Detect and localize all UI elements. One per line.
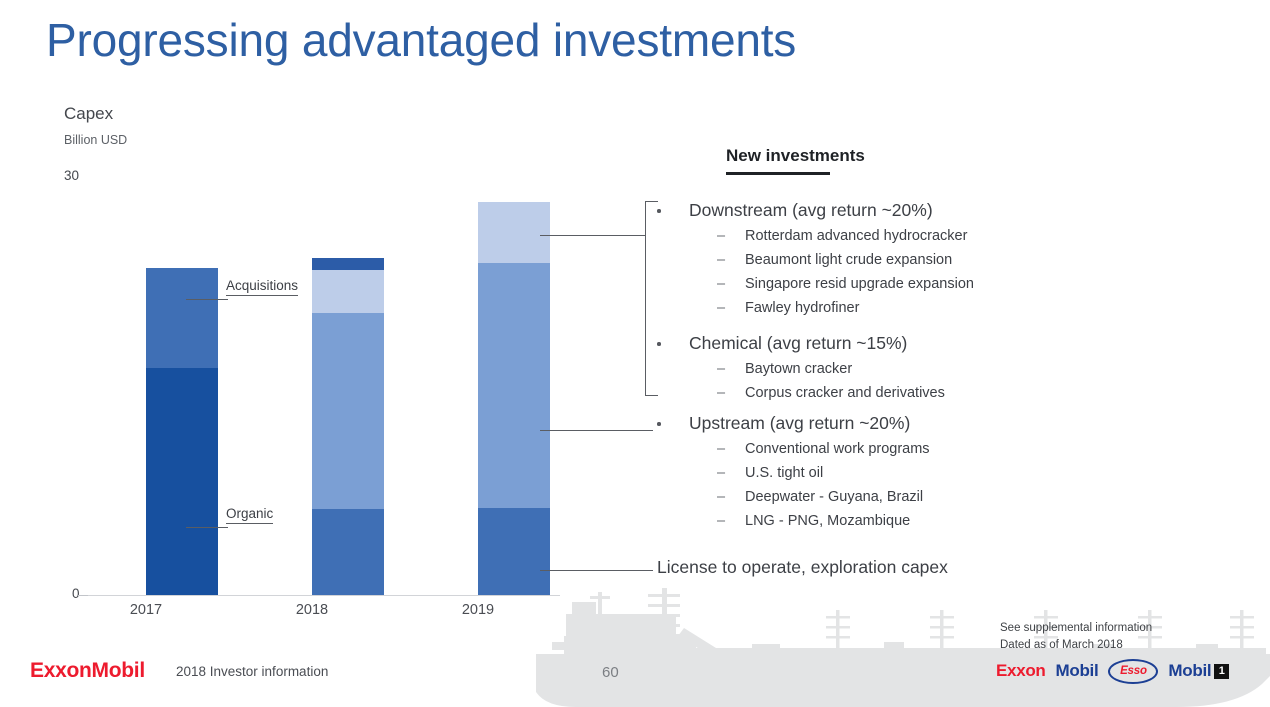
label-organic-text: Organic [226, 506, 274, 521]
page-number: 60 [602, 664, 619, 681]
callout-item-text: Baytown cracker [745, 361, 853, 377]
dash-icon: – [717, 441, 726, 457]
leader-line-organic [186, 527, 228, 528]
callout-item-text: Fawley hydrofiner [745, 300, 860, 316]
chart-metric-label: Capex [64, 104, 114, 123]
callout-group-downstream-title: Downstream (avg return ~20%) [689, 200, 933, 220]
label-organic: Organic [226, 506, 274, 524]
exxonmobil-logo: ExxonMobil [30, 659, 145, 683]
bar-2017-segment-organic [146, 368, 218, 595]
bar-2018-segment-license [312, 509, 384, 595]
mobil1-digit-box: 1 [1214, 663, 1230, 679]
mobil1-brand-logo: Mobil 1 [1168, 661, 1230, 681]
lng-tanker-watermark [536, 588, 1270, 707]
dash-icon: – [717, 252, 726, 268]
dash-icon: – [717, 385, 726, 401]
label-acquisitions: Acquisitions [226, 278, 299, 296]
bar-2017-segment-acquisitions [146, 268, 218, 368]
dash-icon: – [717, 300, 726, 316]
bar-2019-segment-upstream [478, 263, 550, 508]
logo-interlocking-x: x [55, 659, 67, 682]
dash-icon: – [717, 276, 726, 292]
bar-2019-segment-license [478, 508, 550, 595]
label-acquisitions-text: Acquisitions [226, 278, 299, 293]
mobil-brand-logo: Mobil [1055, 661, 1099, 680]
connector-upstream-to-bar [540, 430, 653, 431]
label-acquisitions-underline [226, 295, 299, 296]
callout-group-upstream-title: Upstream (avg return ~20%) [689, 413, 911, 433]
brand-logo-row: Exxon Mobil Esso Mobil 1 [996, 658, 1230, 684]
bar-chart-plot [78, 190, 568, 596]
callout-heading: New investments [726, 146, 865, 165]
callout-group-chemical-title: Chemical (avg return ~15%) [689, 333, 908, 353]
mobil1-digit-text: 1 [1218, 664, 1225, 677]
page-title: Progressing advantaged investments [46, 14, 797, 66]
connector-license-to-bar [540, 570, 653, 571]
callout-item-text: LNG - PNG, Mozambique [745, 513, 911, 529]
connector-downstream-to-bar [540, 235, 646, 236]
label-organic-underline [226, 523, 274, 524]
callout-item-text: Singapore resid upgrade expansion [745, 276, 974, 292]
dash-icon: – [717, 465, 726, 481]
esso-brand-logo: Esso [1108, 658, 1159, 684]
leader-line-acquisitions [186, 299, 228, 300]
bar-2018-segment-chemical [312, 270, 384, 313]
supplemental-info-line2: Dated as of March 2018 [1000, 639, 1123, 651]
chart-units-label: Billion USD [64, 133, 128, 147]
x-axis-label-2017: 2017 [129, 602, 163, 618]
callout-item-text: Conventional work programs [745, 441, 930, 457]
bullet-icon-upstream [657, 422, 661, 426]
x-axis-label-2018: 2018 [295, 602, 329, 618]
logo-part-onmobil: onMobil [66, 659, 145, 682]
esso-brand-text: Esso [1120, 665, 1147, 677]
investor-information-label: 2018 Investor information [176, 664, 329, 679]
callout-item-text: U.S. tight oil [745, 465, 824, 481]
y-axis-max-tick: 30 [64, 168, 80, 183]
bar-2018 [312, 258, 384, 595]
mobil1-brand-text: Mobil [1168, 661, 1212, 680]
logo-part-ex: Ex [30, 659, 56, 682]
callout-item-text: Rotterdam advanced hydrocracker [745, 228, 968, 244]
dash-icon: – [717, 489, 726, 505]
bar-2017 [146, 268, 218, 595]
bar-2018-segment-downstream [312, 258, 384, 270]
x-axis-label-2019: 2019 [461, 602, 495, 618]
callout-license-note: License to operate, exploration capex [657, 557, 948, 577]
callout-heading-underline [726, 172, 830, 175]
callout-item-text: Corpus cracker and derivatives [745, 385, 945, 401]
callout-bracket-downstream-chemical [645, 201, 658, 396]
axis-baseline [88, 595, 560, 596]
bullet-icon-downstream [657, 209, 661, 213]
dash-icon: – [717, 513, 726, 529]
dash-icon: – [717, 228, 726, 244]
exxon-brand-logo: Exxon [996, 661, 1046, 680]
bar-2019 [478, 202, 550, 595]
callout-item-text: Beaumont light crude expansion [745, 252, 953, 268]
callout-item-text: Deepwater - Guyana, Brazil [745, 489, 924, 505]
bullet-icon-chemical [657, 342, 661, 346]
y-axis-zero-tick: 0 [72, 586, 80, 601]
bar-2018-segment-upstream [312, 313, 384, 509]
bar-2019-segment-downstream-chemical [478, 202, 550, 263]
dash-icon: – [717, 361, 726, 377]
supplemental-info-line1: See supplemental information [1000, 622, 1153, 634]
zero-tick-mark [78, 595, 88, 596]
